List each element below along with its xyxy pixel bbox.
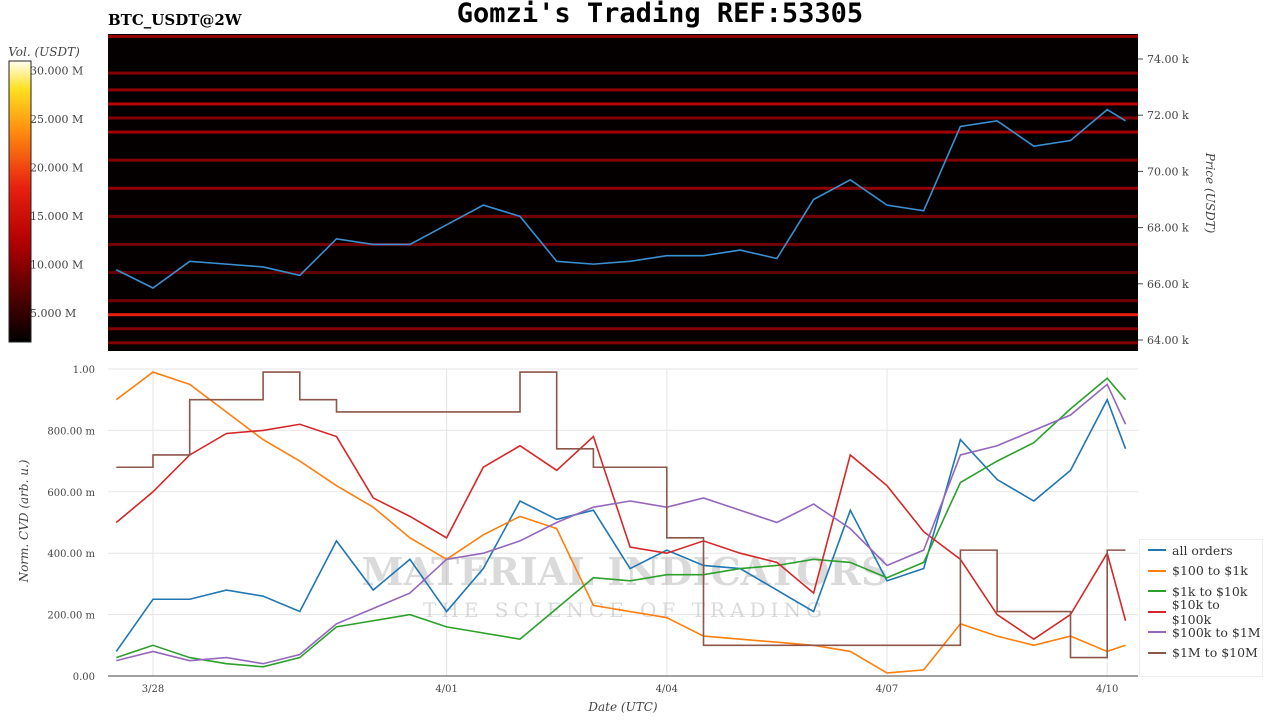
legend-label: all orders <box>1172 542 1233 558</box>
price-line <box>115 108 1126 289</box>
watermark-logo: MATERIAL INDICATORS <box>362 549 889 594</box>
date-tick-label: 3/28 <box>142 684 164 695</box>
date-tick-label: 4/10 <box>1096 684 1118 695</box>
legend-item[interactable]: $100 to $1k <box>1140 561 1262 582</box>
colorbar-tick-label: 20.000 M <box>30 162 83 175</box>
liquidity-level <box>108 327 1138 331</box>
legend-item[interactable]: all orders <box>1140 540 1262 561</box>
cvd-line--1m-to-10m <box>116 371 1126 659</box>
legend-item[interactable]: $100k to $1M <box>1140 622 1262 643</box>
cvd-tick-label: 800.00 m <box>47 426 95 437</box>
date-tick-label: 4/01 <box>435 684 457 695</box>
colorbar-tick-label: 25.000 M <box>30 113 83 126</box>
legend-label: $1k to $10k <box>1172 583 1248 599</box>
liquidity-level <box>108 158 1138 162</box>
legend-label: $1M to $10M <box>1172 645 1258 661</box>
cvd-tick-label: 600.00 m <box>47 488 95 499</box>
legend-swatch <box>1148 651 1166 654</box>
cvd-line--1k-to-10k <box>116 377 1127 668</box>
date-tick-label: 4/04 <box>656 684 678 695</box>
cvd-line-all-orders <box>115 397 1127 652</box>
colorbar-tick-label: 30.000 M <box>30 65 83 78</box>
chart-subtitle: BTC_USDT@2W <box>108 11 242 29</box>
liquidity-level <box>108 242 1138 246</box>
legend-swatch <box>1148 631 1166 634</box>
legend: all orders $100 to $1k $1k to $10k $10k to … <box>1139 539 1263 677</box>
legend-swatch <box>1148 610 1166 613</box>
legend-label: $100k to $1M <box>1172 624 1261 640</box>
price-tick-label: 68.00 k <box>1147 222 1189 235</box>
liquidity-level <box>108 186 1138 190</box>
cvd-line--10k-to-100k <box>115 423 1127 641</box>
cvd-line--100-to-1k <box>115 371 1126 674</box>
liquidity-level <box>108 102 1138 106</box>
colorbar-tick-label: 15.000 M <box>30 210 83 223</box>
date-tick-label: 4/07 <box>876 684 898 695</box>
cvd-axis-label: Norm. CVD (arb. u.) <box>17 459 31 583</box>
legend-item[interactable]: $10k to $100k <box>1140 597 1262 627</box>
legend-item[interactable]: $1M to $10M <box>1140 643 1262 664</box>
legend-label: $100 to $1k <box>1172 563 1248 579</box>
price-tick-label: 66.00 k <box>1147 278 1189 291</box>
cvd-line--100k-to-1m <box>116 383 1127 665</box>
liquidity-level <box>108 214 1138 218</box>
liquidity-level <box>108 35 1138 39</box>
liquidity-level <box>108 130 1138 134</box>
cvd-tick-label: 0.00 <box>73 672 95 683</box>
liquidity-level <box>108 71 1138 75</box>
colorbar-tick-label: 5.000 M <box>30 307 76 320</box>
colorbar <box>8 60 32 343</box>
liquidity-level <box>108 88 1138 92</box>
cvd-tick-label: 1.00 <box>73 365 95 376</box>
price-tick-label: 64.00 k <box>1147 334 1189 347</box>
heatmap-background <box>108 34 1138 351</box>
liquidity-level <box>108 116 1138 120</box>
legend-swatch <box>1148 569 1166 572</box>
price-tick-label: 72.00 k <box>1147 109 1189 122</box>
cvd-tick-label: 400.00 m <box>47 549 95 560</box>
liquidity-level <box>108 271 1138 275</box>
colorbar-tick-label: 10.000 M <box>30 258 83 271</box>
date-axis-label: Date (UTC) <box>587 700 657 714</box>
liquidity-level <box>108 313 1138 317</box>
legend-item[interactable]: $1k to $10k <box>1140 581 1262 602</box>
liquidity-level <box>108 299 1138 303</box>
legend-label: $10k to $100k <box>1171 596 1220 627</box>
page-title: Gomzi's Trading REF:53305 <box>456 0 864 29</box>
legend-swatch <box>1148 590 1166 593</box>
cvd-tick-label: 200.00 m <box>47 611 95 622</box>
price-tick-label: 74.00 k <box>1147 53 1189 66</box>
colorbar-label: Vol. (USDT) <box>8 45 80 59</box>
liquidity-level <box>108 341 1138 345</box>
legend-swatch <box>1148 549 1166 552</box>
price-axis-label: Price (USDT) <box>1203 152 1217 234</box>
price-tick-label: 70.00 k <box>1147 165 1189 178</box>
